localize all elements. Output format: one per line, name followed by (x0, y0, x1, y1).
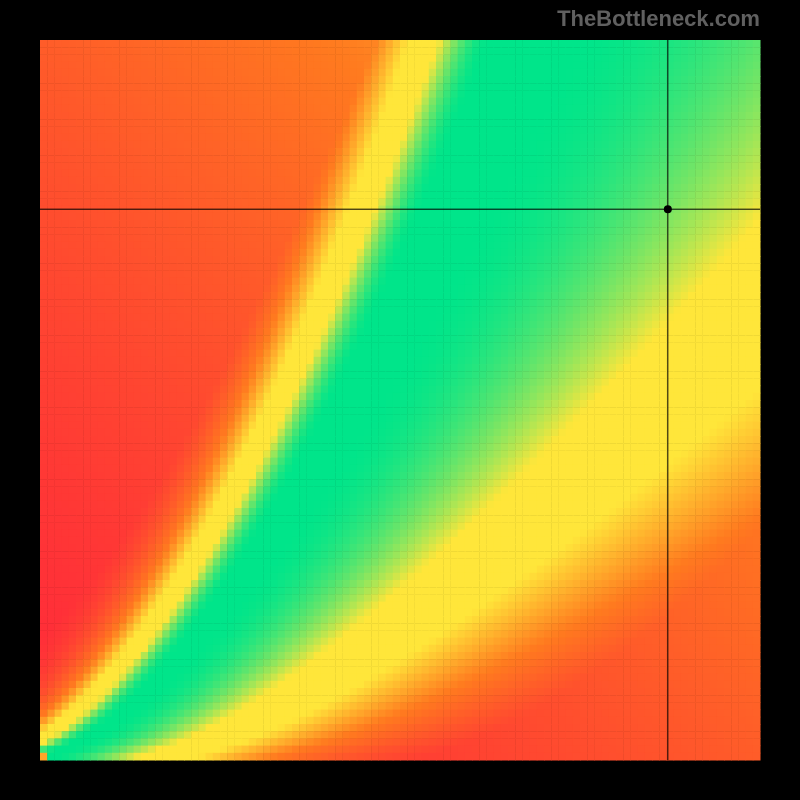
bottleneck-heatmap (0, 0, 800, 800)
watermark-text: TheBottleneck.com (557, 6, 760, 32)
